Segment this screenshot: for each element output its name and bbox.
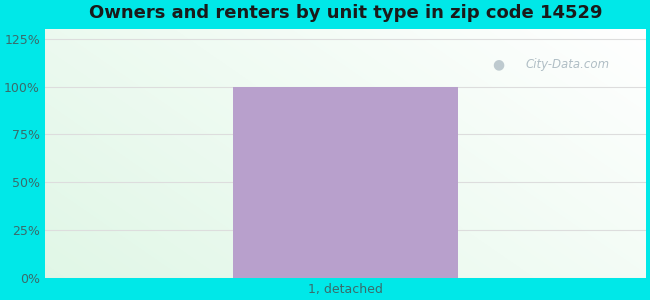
Bar	[233, 87, 458, 278]
Text: City-Data.com: City-Data.com	[526, 58, 610, 70]
Text: ●: ●	[493, 57, 504, 71]
Title: Owners and renters by unit type in zip code 14529: Owners and renters by unit type in zip c…	[88, 4, 602, 22]
